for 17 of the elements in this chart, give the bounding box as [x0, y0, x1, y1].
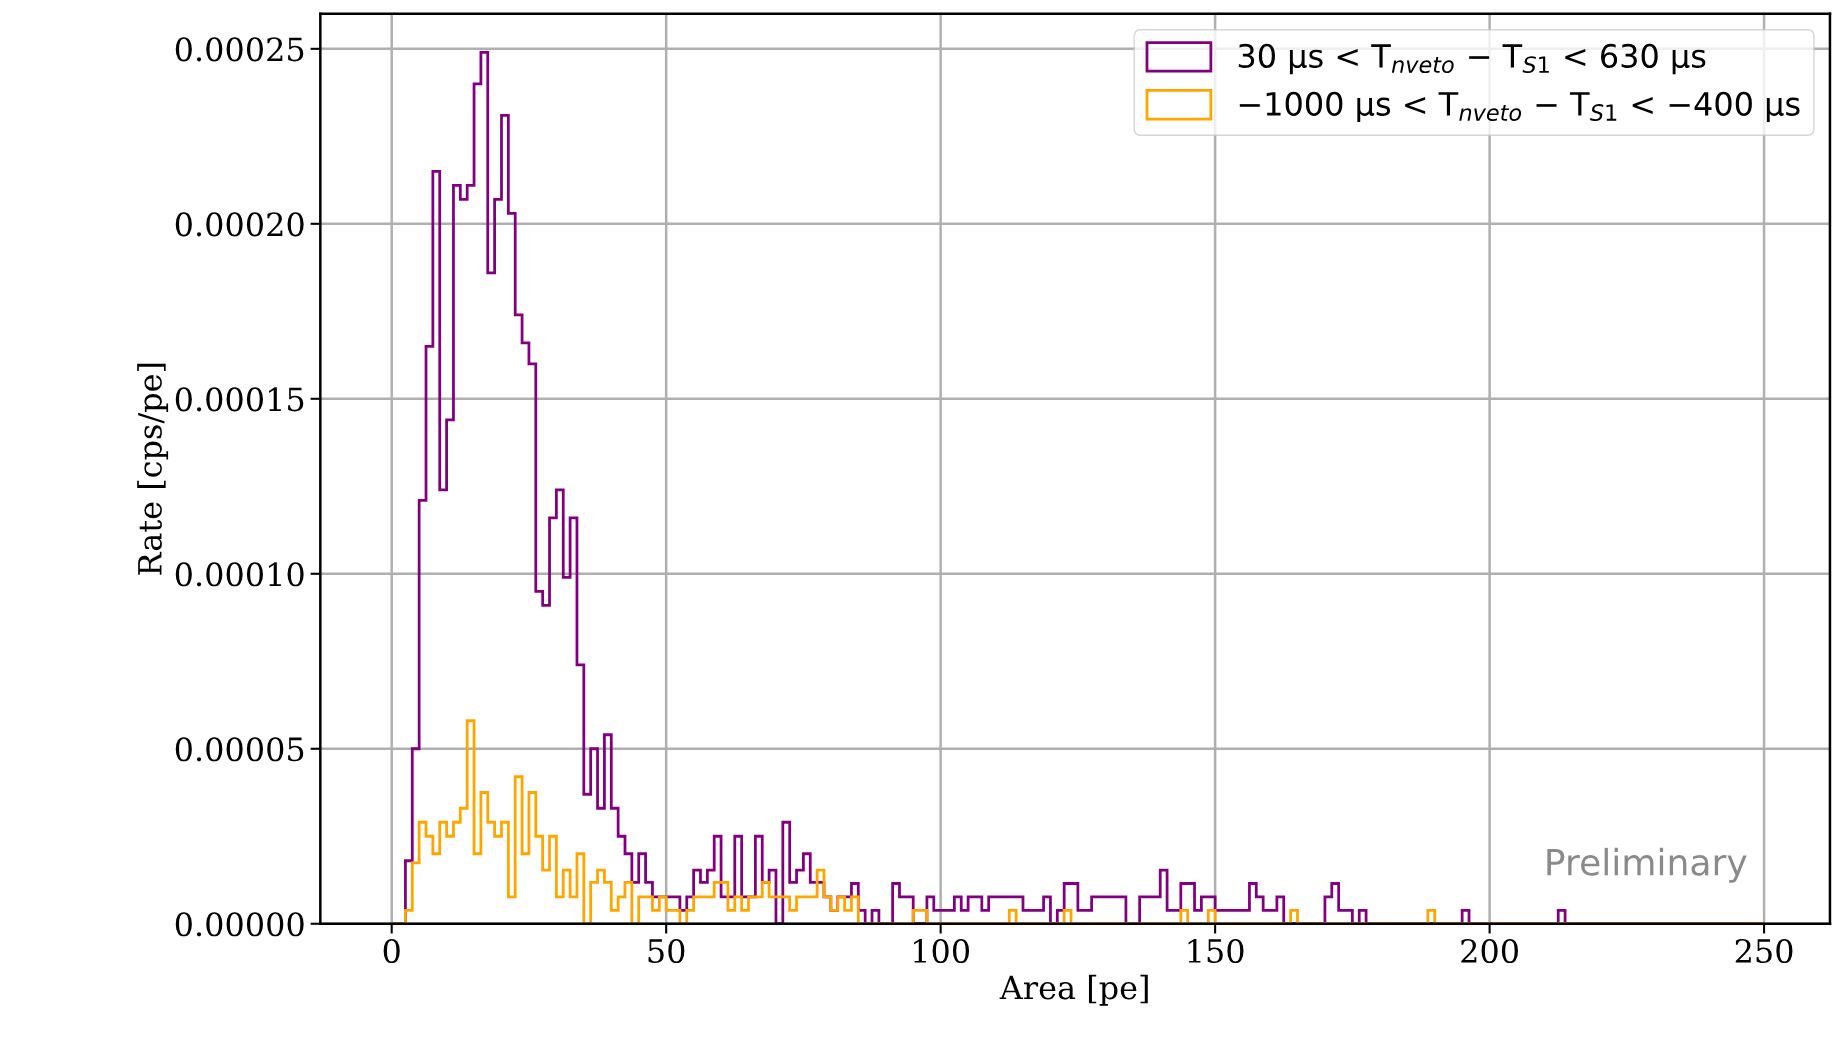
- y-tick-label: 0.00020: [175, 212, 304, 237]
- y-tick-label: 0.00015: [175, 387, 304, 412]
- legend-label: −1000 μs < T$_{nveto}$ − T$_{S1}$ < −400 μs: [1239, 91, 1800, 123]
- y-tick-label: 0.00010: [175, 562, 304, 587]
- y-tick-label: 0.00005: [175, 737, 304, 762]
- y-axis-title: Rate [cps/pe]: [137, 363, 169, 575]
- annotation: Preliminary: [1547, 847, 1747, 883]
- legend-label: 30 μs < T$_{nveto}$ − T$_{S1}$ < 630 μs: [1238, 43, 1706, 75]
- x-tick-label: 150: [1188, 938, 1244, 964]
- x-tick-label: 50: [648, 938, 685, 964]
- x-tick-label: 200: [1461, 938, 1518, 964]
- x-axis-title: Area [pe]: [999, 974, 1148, 1006]
- x-tick-label: 100: [914, 938, 970, 964]
- y-tick-label: 0.00000: [175, 912, 304, 937]
- x-tick-label: 250: [1735, 938, 1793, 964]
- y-tick-label: 0.00025: [175, 37, 304, 62]
- x-tick-label: 0: [383, 938, 400, 964]
